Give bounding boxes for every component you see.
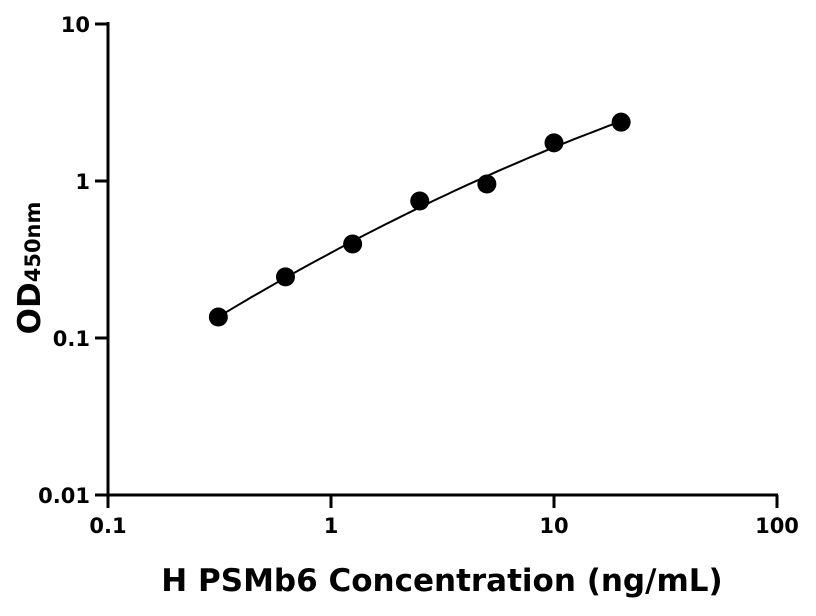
data-points <box>208 112 631 327</box>
x-tick-label: 100 <box>755 514 799 538</box>
data-point <box>477 174 497 194</box>
y-tick-label: 0.01 <box>38 484 90 508</box>
y-axis-label-main: OD <box>12 282 48 334</box>
x-tick-label: 10 <box>539 514 568 538</box>
y-axis-label-subscript: 450nm <box>21 202 45 283</box>
y-tick-label: 0.1 <box>53 327 90 351</box>
y-axis-label: OD450nm <box>12 202 48 335</box>
x-tick-label: 0.1 <box>89 514 126 538</box>
fit-curve <box>217 120 622 318</box>
y-tick-label: 10 <box>61 13 90 37</box>
data-point <box>275 267 295 287</box>
x-ticks: 0.1 1 10 100 <box>89 495 799 538</box>
x-axis-label: H PSMb6 Concentration (ng/mL) <box>161 563 722 599</box>
data-point <box>611 112 631 132</box>
data-point <box>343 234 363 254</box>
x-tick-label: 1 <box>324 514 339 538</box>
y-ticks: 0.01 0.1 1 10 <box>38 13 108 508</box>
fit-curve-group <box>217 120 622 318</box>
y-tick-label: 1 <box>75 170 90 194</box>
data-point <box>410 191 430 211</box>
data-point <box>544 133 564 153</box>
data-point <box>208 307 228 327</box>
